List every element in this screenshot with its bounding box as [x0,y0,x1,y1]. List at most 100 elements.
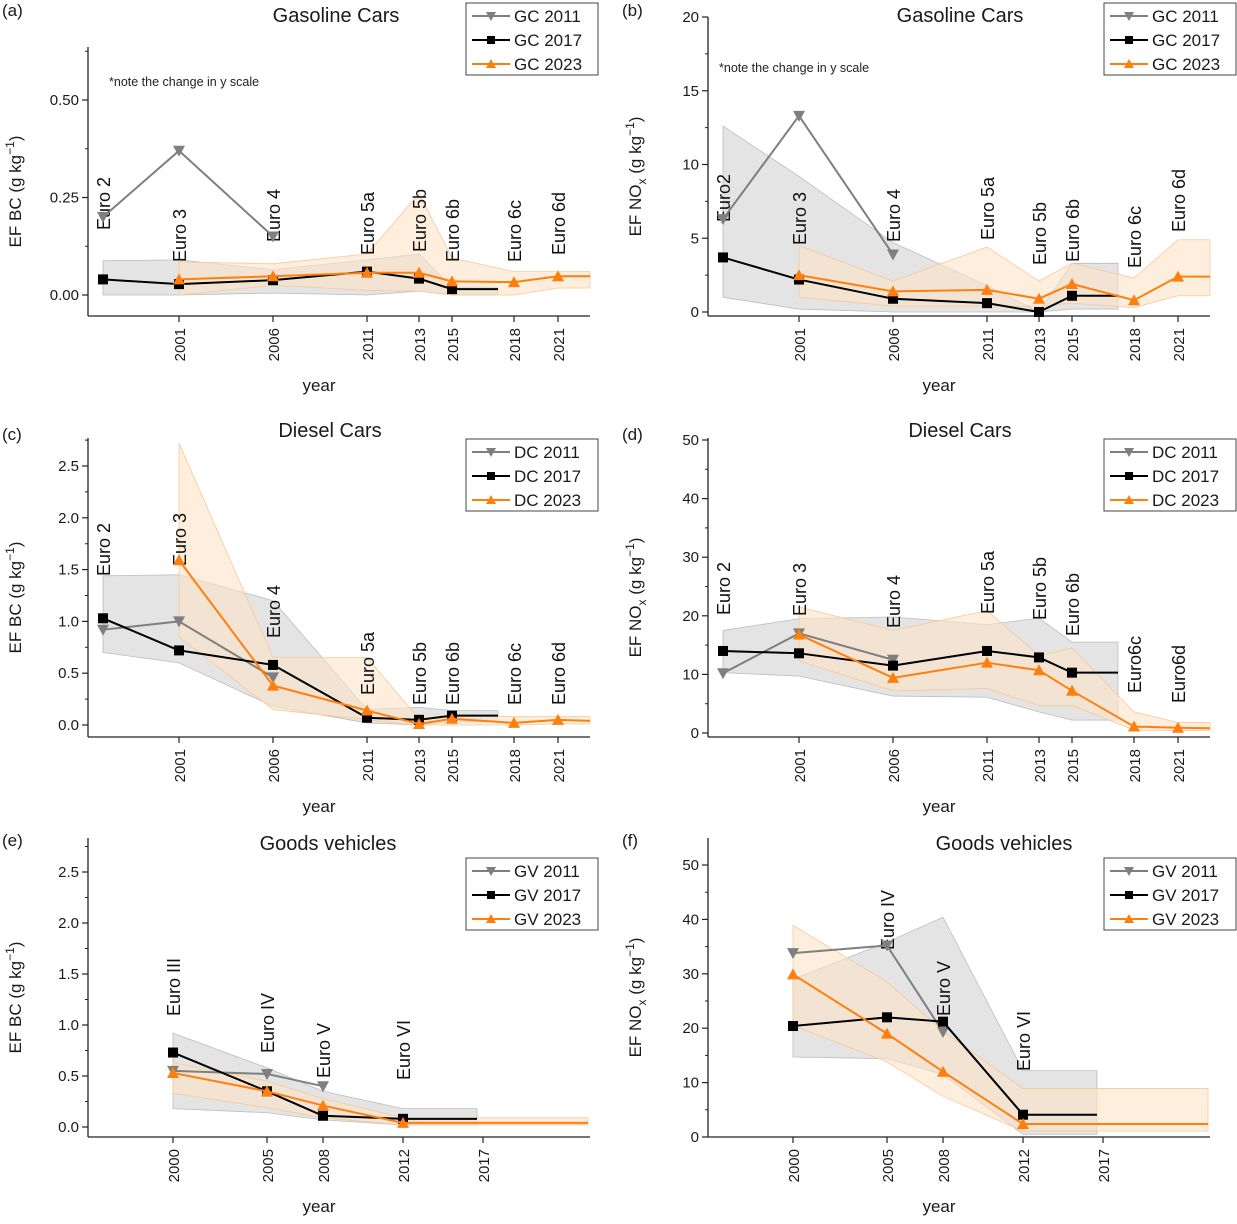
legend-label: DC 2023 [1152,491,1219,510]
panel-letter: (e) [2,831,23,850]
y-axis-title-part: ) [6,136,25,142]
y-tick-label: 1.0 [58,613,79,630]
euro-standard-label: Euro 6b [443,642,463,705]
x-tick-label: 2015 [1065,328,1082,361]
legend-label: GC 2017 [514,31,582,50]
x-tick-label: 2012 [396,1149,413,1182]
euro-standard-label: Euro 4 [264,189,284,242]
y-tick-label: 0.50 [50,92,79,109]
euro-standard-label: Euro 5b [410,642,430,705]
panel-d: 0 10 20 30 40 50 2001 2006 2011 2013 2015 2018 2021 y… [622,420,1237,816]
panel-e: 0.0 0.5 1.0 1.5 2.0 2.5 2000 2005 2008 2012 2017 ye… [2,831,599,1216]
legend-marker-square [1125,472,1133,480]
y-axis-title: EF BC (g kg−1) [3,136,25,248]
legend-marker-triangle-down [1124,867,1134,876]
legend: GC 2011 GC 2017 GC 2023 [465,2,599,76]
y-tick-label: 20 [682,608,699,625]
euro-standard-label: Euro 3 [170,209,190,262]
marker-square [318,1110,328,1121]
legend-label: GC 2017 [1152,31,1220,50]
x-tick-label: 2021 [1171,328,1188,361]
panel-c: 0.0 0.5 1.0 1.5 2.0 2.5 2001 2006 2011 2013 2015 20… [2,420,599,816]
x-tick-label: 2018 [1127,328,1144,361]
y-axis-title: EF BC (g kg−1) [3,942,25,1054]
x-tick-label: 2017 [1096,1149,1113,1182]
y-tick-label: 50 [682,857,699,874]
marker-triangle-down [717,214,729,226]
x-tick-label: 2000 [786,1149,803,1182]
marker-triangle-up [173,273,185,285]
series-line-gc-2023 [178,271,590,284]
marker-square [174,645,184,656]
marker-square [1067,290,1077,301]
marker-triangle-down [787,948,799,960]
euro-standard-label: Euro 5b [1030,557,1050,620]
y-tick-label: 0.5 [58,665,79,682]
x-tick-label: 2013 [412,328,429,361]
marker-triangle-up [552,270,564,282]
x-tick-label: 2018 [1127,749,1144,782]
marker-triangle-up [446,712,458,724]
marker-square [1034,307,1044,317]
euro-standard-label: Euro V [314,1023,334,1078]
panel-letter: (d) [622,425,643,444]
marker-square [718,252,728,263]
euro-standard-label: Euro 5a [358,191,378,255]
marker-square [938,1016,948,1027]
marker-square [168,1047,178,1058]
y-axis-title-part: (g kg [626,557,645,600]
marker-triangle-down [267,672,279,684]
x-axis-title: year [922,797,955,816]
series-line-dc-2023 [178,559,591,725]
marker-triangle-down [937,1027,949,1039]
legend-label: GC 2011 [1152,7,1219,26]
legend-label: DC 2017 [1152,467,1219,486]
panel-a: 0.00 0.25 0.50 2001 2006 2011 2013 2015 2018 2021… [2,1,599,395]
marker-square [98,613,108,624]
x-tick-label: 2011 [360,328,377,360]
x-axis-title: year [302,376,335,395]
y-tick-label: 1.5 [58,562,79,579]
y-axis-title-part: EF NO [626,184,645,236]
legend-label: DC 2017 [514,467,581,486]
legend-marker-square [1125,891,1133,899]
x-tick-label: 2013 [1032,749,1049,782]
y-axis-title-part: EF NO [626,1005,645,1057]
x-tick-label: 2001 [792,749,809,782]
legend: DC 2011 DC 2017 DC 2023 [465,438,599,512]
euro-standard-label: Euro 4 [884,575,904,628]
y-tick-label: 5 [691,230,699,247]
y-axis-title-sup: −1 [623,943,637,957]
euro-standard-label: Euro VI [394,1020,414,1080]
marker-triangle-up [361,704,373,716]
marker-triangle-up [267,679,279,691]
marker-triangle-up [361,266,373,278]
y-tick-label: 40 [682,911,699,928]
euro-standard-label: Euro 4 [264,585,284,638]
x-axis-title: year [922,376,955,395]
y-tick-label: 20 [682,1020,699,1037]
y-tick-label: 10 [682,1075,699,1092]
y-tick-label: 0 [691,725,699,742]
euro-standard-label: Euro 6c [505,643,525,705]
y-tick-label: 0.25 [50,190,79,207]
marker-triangle-down [173,616,185,628]
marker-triangle-down [317,1081,329,1093]
x-tick-label: 2011 [980,749,997,781]
euro-standard-label: Euro 6b [443,199,463,262]
panel-title: Gasoline Cars [897,5,1024,27]
marker-triangle-up [167,1066,179,1078]
y-tick-label: 0 [691,1129,699,1146]
marker-triangle-up [413,717,425,729]
euro-standard-label: Euro III [164,958,184,1016]
marker-triangle-up [1017,1117,1029,1129]
band-dc-2023 [178,443,591,726]
euro-standard-label: Euro 6d [1169,169,1189,232]
marker-square [362,712,372,723]
y-axis-title-part: ) [6,542,25,548]
legend-label: GV 2023 [514,910,581,929]
marker-square [1034,652,1044,663]
y-axis-title-sub: x [635,599,649,605]
y-axis-title-sub: x [635,178,649,184]
marker-triangle-up [887,671,899,683]
